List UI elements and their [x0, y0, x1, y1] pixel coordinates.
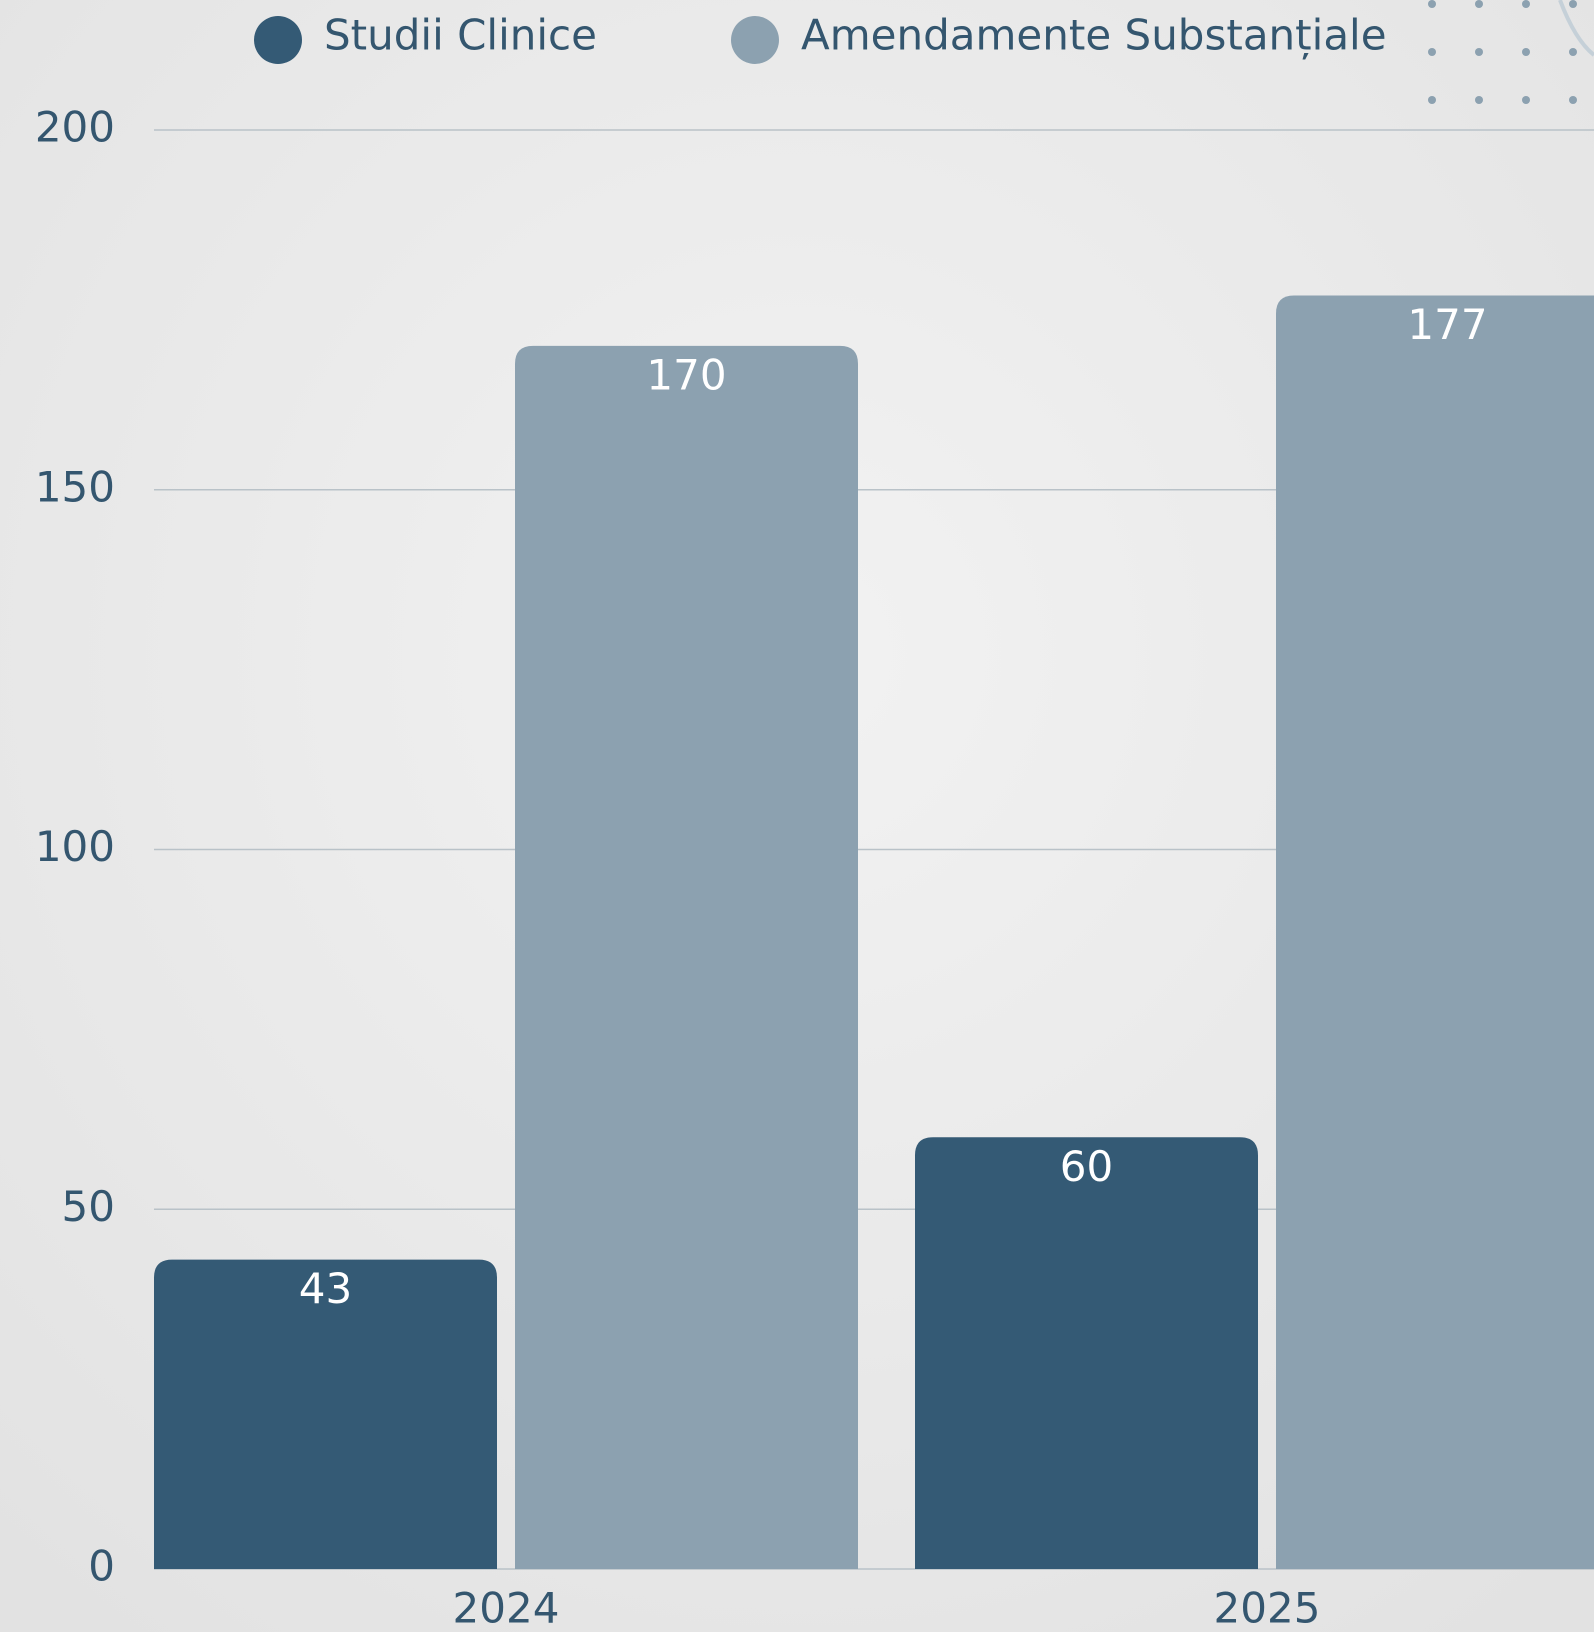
- y-tick-label: 50: [62, 1182, 115, 1231]
- y-tick-label: 0: [88, 1542, 115, 1591]
- bar: [915, 1137, 1258, 1569]
- x-tick-label: 2024: [453, 1584, 560, 1632]
- value-label: 60: [1060, 1142, 1113, 1191]
- decoration-dots: [1428, 0, 1577, 104]
- bar: [154, 1259, 497, 1569]
- x-tick-label: 2025: [1214, 1584, 1321, 1632]
- y-tick-label: 150: [35, 462, 115, 511]
- legend-swatch: [731, 16, 779, 64]
- y-tick-label: 100: [35, 822, 115, 871]
- bar: [515, 345, 858, 1570]
- value-label: 177: [1407, 300, 1487, 349]
- y-tick-label: 200: [35, 103, 115, 152]
- legend-swatch: [254, 16, 302, 64]
- bar: [1276, 295, 1594, 1569]
- value-label: 43: [299, 1264, 352, 1313]
- legend-label: Amendamente Substanțiale: [801, 11, 1387, 60]
- decoration-arc: [1558, 0, 1594, 57]
- value-label: 170: [646, 350, 726, 399]
- legend-label: Studii Clinice: [324, 11, 597, 60]
